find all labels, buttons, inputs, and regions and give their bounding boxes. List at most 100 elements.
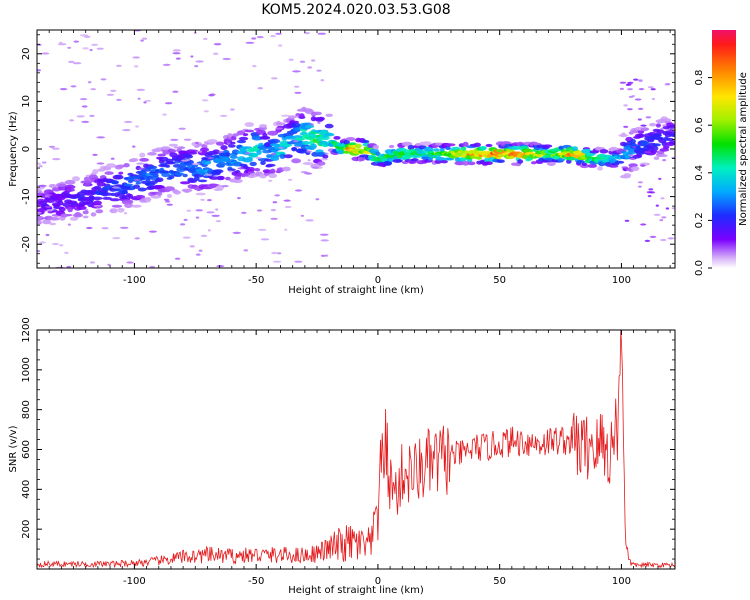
heatmap-speckle — [162, 113, 167, 116]
heatmap-cell — [439, 148, 445, 152]
heatmap-speckle — [191, 162, 201, 166]
heatmap-speckle — [638, 79, 643, 83]
heatmap-cell — [669, 133, 675, 137]
heatmap-speckle — [195, 60, 204, 63]
heatmap-speckle — [136, 88, 146, 91]
heatmap-speckle — [307, 66, 313, 69]
heatmap-speckle — [38, 184, 47, 187]
heatmap-speckle — [300, 214, 304, 217]
heatmap-cell — [640, 127, 650, 132]
heatmap-speckle — [307, 159, 311, 162]
snr-ticks: -100 -50 0 50 100 200 400 600 800 1000 1200 — [21, 317, 675, 587]
heatmap-cell — [576, 160, 585, 164]
heatmap-speckle — [662, 159, 666, 162]
heatmap-cell — [49, 222, 57, 226]
heatmap-speckle — [277, 252, 282, 255]
heatmap-speckle — [649, 191, 656, 194]
heatmap-speckle — [270, 217, 278, 220]
heatmap-speckle — [170, 138, 179, 141]
heatmap-speckle — [140, 39, 144, 42]
heatmap-speckle — [126, 261, 134, 264]
heatmap-speckle — [201, 99, 209, 102]
heatmap-cell — [215, 141, 225, 146]
heatmap-speckle — [222, 57, 232, 61]
heatmap-speckle — [270, 209, 276, 212]
heatmap-cell — [220, 145, 228, 151]
heatmap-cell — [227, 133, 233, 138]
heatmap-speckle — [180, 223, 186, 226]
heatmap-speckle — [45, 233, 50, 237]
heatmap-cell — [130, 158, 139, 162]
heatmap-speckle — [132, 145, 136, 148]
heatmap-speckle — [324, 152, 329, 155]
heatmap-cell — [105, 163, 117, 168]
heatmap-speckle — [227, 142, 231, 145]
heatmap-cell — [244, 122, 255, 127]
heatmap-speckle — [41, 52, 50, 55]
heatmap-cell — [212, 149, 220, 155]
heatmap-speckle — [260, 238, 270, 241]
heatmap-cell — [485, 143, 493, 148]
heatmap-cell — [227, 144, 236, 148]
heatmap-cell — [161, 170, 170, 174]
heatmap-speckle — [141, 37, 148, 40]
snr-series-line — [37, 330, 675, 569]
heatmap-speckle — [221, 185, 229, 188]
heatmap-speckle — [135, 125, 139, 128]
heatmap-cell — [260, 160, 266, 165]
heatmap-cell — [630, 139, 636, 144]
heatmap-speckle — [200, 234, 208, 237]
heatmap-cell — [121, 189, 128, 195]
heatmap-cell — [60, 213, 69, 218]
heatmap-cell — [256, 149, 262, 155]
heatmap-cell — [218, 161, 226, 167]
heatmap-speckle — [207, 199, 212, 202]
heatmap-cell — [92, 200, 102, 206]
heatmap-cell — [181, 188, 193, 193]
heatmap-cell — [467, 161, 476, 166]
heatmap-speckle — [243, 249, 249, 252]
heatmap-speckle — [213, 52, 219, 55]
heatmap-speckle — [89, 261, 96, 264]
heatmap-speckle — [232, 231, 242, 234]
heatmap-cell — [599, 149, 609, 154]
heatmap-cell — [174, 172, 184, 176]
snr-ytick-label: 400 — [21, 480, 32, 499]
heatmap-speckle — [183, 218, 188, 221]
heatmap-speckle — [207, 156, 215, 160]
heatmap-cell — [214, 169, 222, 175]
heatmap-speckle — [270, 35, 276, 38]
heatmap-cell — [433, 148, 440, 152]
heatmap-speckle — [45, 195, 49, 198]
heatmap-cell — [187, 149, 199, 153]
heatmap-cell — [249, 161, 257, 167]
heatmap-cell — [231, 136, 237, 141]
heatmap-cell — [454, 161, 466, 166]
spectrum-ytick-label: -10 — [21, 188, 32, 204]
heatmap-cell — [444, 143, 456, 147]
heatmap-cell — [166, 194, 173, 198]
heatmap-cell — [323, 132, 335, 137]
heatmap-cell — [184, 154, 194, 159]
spectrum-xtick-label: 50 — [493, 275, 506, 286]
snr-xtick-label: 0 — [375, 576, 381, 587]
heatmap-cell — [82, 215, 89, 219]
heatmap-cell — [291, 147, 297, 152]
heatmap-cell — [82, 210, 89, 215]
spectrum-xtick-label: -50 — [248, 275, 264, 286]
heatmap-cell — [343, 140, 351, 145]
heatmap-cell — [64, 184, 76, 190]
heatmap-speckle — [76, 115, 85, 118]
heatmap-cell — [620, 132, 627, 138]
colorbar-ticks: 0.0 0.2 0.4 0.6 0.8 — [694, 70, 712, 276]
heatmap-speckle — [627, 108, 633, 111]
heatmap-cell — [102, 196, 113, 200]
heatmap-cell — [597, 166, 603, 171]
heatmap-cell — [666, 137, 674, 142]
colorbar-gradient — [712, 30, 736, 268]
heatmap-speckle — [637, 118, 642, 121]
heatmap-speckle — [120, 226, 129, 229]
heatmap-speckle — [299, 60, 306, 63]
heatmap-speckle — [660, 127, 664, 130]
